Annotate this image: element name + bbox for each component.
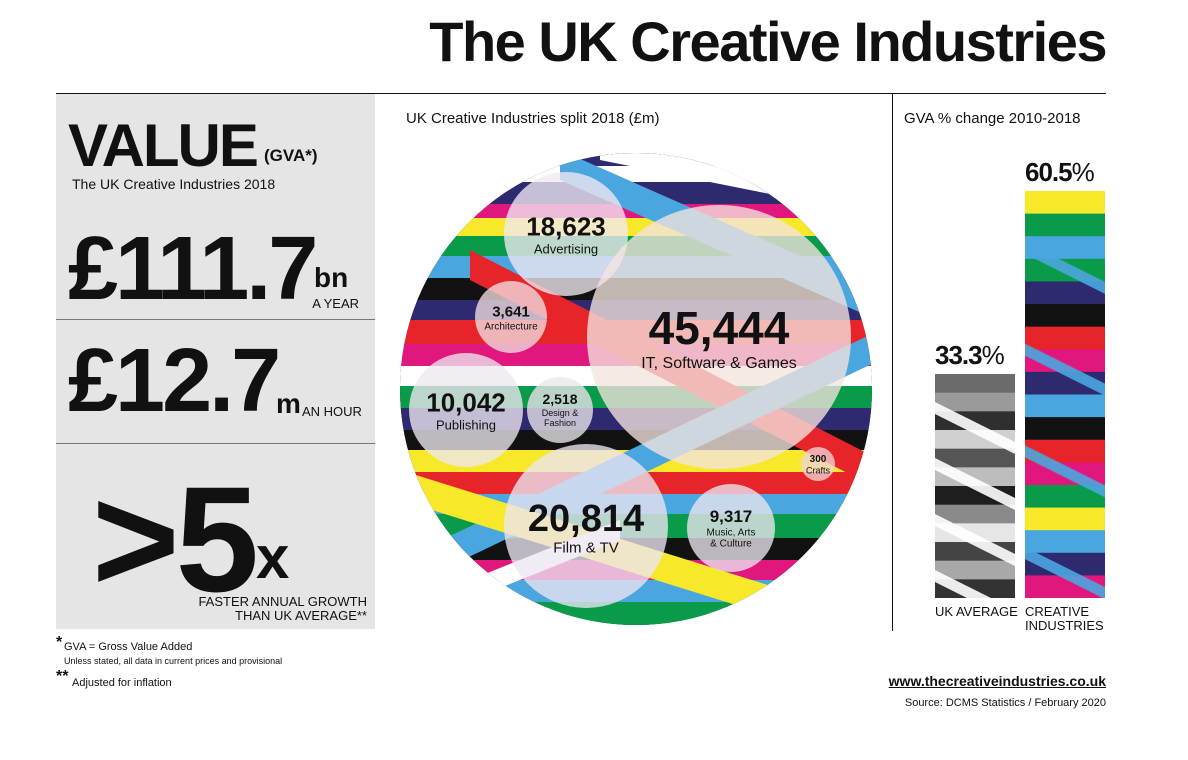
bar-stripe: [935, 560, 1015, 580]
bubble-label: Architecture: [484, 322, 538, 333]
bar-stripe: [1025, 213, 1105, 237]
stripe: [400, 166, 872, 182]
bubble-label: Film & TV: [553, 540, 619, 557]
bubble: [475, 281, 547, 353]
bar-stripe: [1025, 326, 1105, 350]
bubble: [504, 444, 668, 608]
bar-value-unit: %: [981, 339, 1005, 370]
growth-figure: >5: [92, 455, 259, 623]
growth-caption-line: THAN UK AVERAGE**: [235, 608, 367, 624]
growth-caption-line: FASTER ANNUAL GROWTH: [198, 594, 367, 609]
bar-chart-title: GVA % change 2010-2018: [904, 110, 1081, 127]
title-rule: [56, 93, 1106, 94]
bar-stripe: [935, 392, 1015, 412]
year-unit: bn: [314, 262, 349, 293]
bar-stripe: [935, 373, 1015, 394]
bubble-label: & Culture: [710, 539, 752, 550]
bar-stripe: [1025, 484, 1105, 509]
gva-bar: [1025, 191, 1105, 598]
panel-divider: [56, 319, 375, 320]
bubble: [801, 447, 835, 481]
year-figure: £111.7: [68, 219, 318, 319]
bar-stripe: [935, 448, 1015, 468]
value-gva-label: (GVA*): [264, 146, 318, 165]
bubble-value: 9,317: [710, 507, 753, 526]
source-note: Source: DCMS Statistics / February 2020: [904, 697, 1106, 709]
footnote-inflation: Adjusted for inflation: [72, 677, 172, 689]
hour-unit: m: [276, 388, 301, 419]
bar-stripe: [1025, 343, 1105, 396]
hour-figure: £12.7: [68, 331, 281, 431]
bubble-label: Advertising: [534, 242, 598, 257]
panel-divider: [56, 443, 375, 444]
bar-stripe: [1025, 394, 1105, 418]
footnote-star: **: [56, 668, 69, 685]
bar-stripe: [935, 504, 1015, 524]
bar-value-label: 60.5%: [1025, 157, 1095, 187]
bar-category-label: UK AVERAGE: [935, 604, 1018, 619]
bar-category-label: CREATIVE INDUSTRIES: [1025, 604, 1104, 633]
bubble-chart-title: UK Creative Industries split 2018 (£m): [406, 110, 660, 127]
bar-stripe: [1025, 547, 1105, 598]
bar-value-label: 33.3%: [935, 339, 1005, 370]
bar-stripe: [1025, 281, 1105, 305]
bar-stripe: [1025, 417, 1105, 441]
bubble: [527, 377, 593, 443]
growth-x: x: [256, 524, 290, 591]
bar-stripe: [1025, 304, 1105, 328]
bubble-label: IT, Software & Games: [641, 355, 797, 372]
bubble-label: Fashion: [544, 418, 576, 428]
bubble-label: Crafts: [806, 466, 831, 476]
hour-caption: AN HOUR: [302, 404, 362, 419]
bubble-value: 3,641: [492, 303, 530, 320]
bar-stripe: [1025, 530, 1105, 554]
value-panel: VALUE (GVA*) The UK Creative Industries …: [56, 94, 375, 629]
bubble-value: 10,042: [426, 388, 506, 418]
bar-stripe: [935, 401, 1015, 454]
bubble: [504, 172, 628, 296]
bar-stripe: [1025, 241, 1105, 294]
bar-stripe: [1025, 445, 1105, 498]
bar-stripe: [935, 457, 1015, 510]
bar-stripe: [935, 513, 1015, 566]
bubble: [409, 353, 523, 467]
bubble-label: Music, Arts: [707, 528, 756, 539]
bar-value-unit: %: [1071, 157, 1095, 187]
growth-caption: FASTER ANNUAL GROWTH THAN UK AVERAGE**: [198, 594, 367, 624]
bubble: [587, 205, 851, 469]
year-caption: A YEAR: [312, 296, 359, 311]
value-heading: VALUE: [68, 112, 259, 179]
bubble-value: 18,623: [526, 212, 606, 242]
bubble-value: 2,518: [542, 391, 577, 407]
footnote-provisional: Unless stated, all data in current price…: [64, 656, 283, 666]
bar-stripe: [1025, 507, 1105, 531]
gva-bar: [935, 373, 1015, 598]
footnote-gva: GVA = Gross Value Added: [64, 641, 193, 653]
bubble-value: 45,444: [649, 302, 790, 354]
website-link[interactable]: www.thecreativeindustries.co.uk: [888, 673, 1106, 689]
stripe: [400, 602, 872, 625]
bubble-value: 20,814: [528, 498, 644, 540]
page-title: The UK Creative Industries: [429, 10, 1107, 73]
bar-stripe: [1025, 191, 1105, 215]
bubble-label: Design &: [542, 408, 579, 418]
value-subtitle: The UK Creative Industries 2018: [72, 176, 276, 192]
bubble-label: Publishing: [436, 418, 496, 433]
bubble-value: 300: [810, 454, 827, 465]
section-divider: [892, 94, 893, 631]
bubble: [687, 484, 775, 572]
footnote-star: *: [56, 634, 63, 651]
bar-stripe: [935, 569, 991, 598]
